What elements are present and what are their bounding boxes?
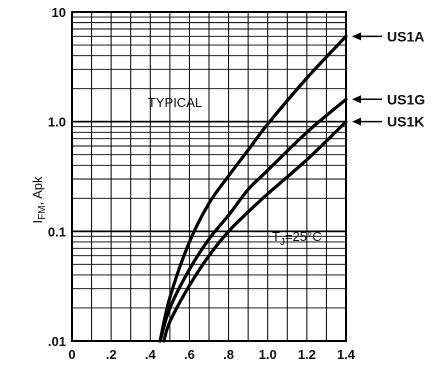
y-tick-label: 0.1 (48, 224, 66, 239)
x-tick-label: 1.2 (298, 347, 316, 362)
typical-annotation: TYPICAL (148, 95, 202, 110)
y-axis-ticks: 10 1.0 0.1 .01 (48, 5, 66, 349)
series-label: US1G (387, 91, 425, 107)
grid (71, 11, 347, 342)
y-tick-label: 1.0 (48, 115, 66, 130)
series-pointer-arrow (352, 32, 361, 41)
x-axis-ticks: 0 .2 .4 .6 .8 1.0 1.2 1.4 (68, 347, 355, 362)
series-labels: US1A US1G US1K (352, 28, 425, 130)
series-line-us1g (158, 97, 348, 343)
plot-border (71, 11, 347, 342)
x-tick-label: 1.0 (259, 347, 277, 362)
x-tick-label: .4 (145, 347, 157, 362)
x-tick-label: .6 (184, 347, 195, 362)
x-tick-label: .2 (106, 347, 117, 362)
x-tick-label: .8 (223, 347, 234, 362)
x-tick-label: 1.4 (337, 347, 356, 362)
tj-annotation: TJ=25°C (272, 229, 322, 248)
series-curves (158, 34, 348, 343)
x-tick-label: 0 (68, 347, 75, 362)
y-axis-label: IFM, Apk (30, 176, 48, 223)
y-tick-label: .01 (48, 334, 66, 349)
series-line-us1a (158, 34, 348, 343)
series-pointer-arrow (352, 117, 361, 126)
y-tick-label: 10 (52, 5, 66, 20)
series-label: US1K (387, 114, 424, 130)
plot-frame (71, 11, 347, 342)
series-line-us1k (162, 120, 348, 343)
series-pointer-arrow (352, 95, 361, 104)
series-label: US1A (387, 28, 424, 44)
